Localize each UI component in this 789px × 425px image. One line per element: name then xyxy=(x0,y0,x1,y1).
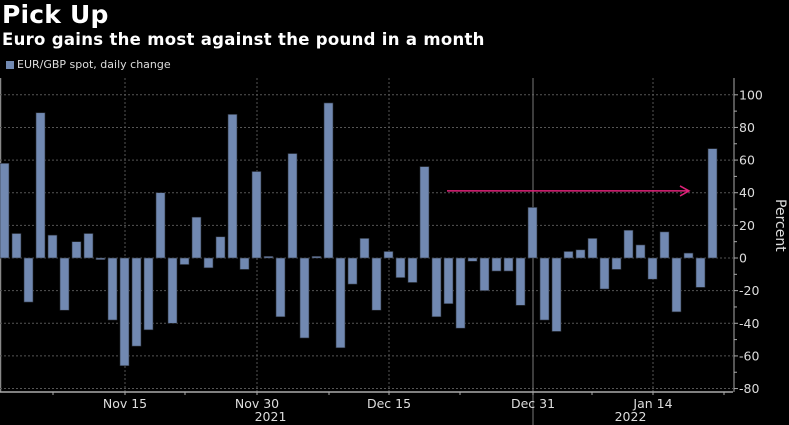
bar xyxy=(419,166,430,259)
bar xyxy=(455,257,466,329)
y-tick-label: 0 xyxy=(739,251,747,266)
x-year-label: 2021 xyxy=(255,409,287,424)
y-tick-label: 80 xyxy=(739,120,755,135)
bar xyxy=(323,102,334,259)
bar xyxy=(491,257,502,272)
y-tick-label: -40 xyxy=(739,316,759,331)
bar xyxy=(671,257,682,313)
bar xyxy=(599,257,610,290)
bar xyxy=(23,257,34,303)
bar xyxy=(215,236,226,259)
y-tick-label: -60 xyxy=(739,348,759,363)
bar xyxy=(203,257,214,269)
bar xyxy=(0,163,10,259)
bar xyxy=(107,257,118,321)
y-tick-label: 40 xyxy=(739,185,755,200)
y-tick-label: 60 xyxy=(739,153,755,168)
bar xyxy=(191,216,202,259)
y-tick-label: 100 xyxy=(739,87,763,102)
bar xyxy=(335,257,346,349)
legend-label: EUR/GBP spot, daily change xyxy=(17,58,171,71)
bar xyxy=(371,257,382,311)
x-tick-label: Dec 31 xyxy=(511,396,555,411)
x-tick-label: Nov 30 xyxy=(235,396,279,411)
x-tick-label: Jan 14 xyxy=(632,396,672,411)
bar xyxy=(695,257,706,288)
bar xyxy=(11,233,22,259)
bar xyxy=(707,148,718,259)
bar xyxy=(143,257,154,331)
y-tick-label: 20 xyxy=(739,218,755,233)
legend-swatch xyxy=(6,60,14,69)
bar xyxy=(431,257,442,318)
x-tick-label: Nov 15 xyxy=(103,396,147,411)
bar xyxy=(155,192,166,259)
bar xyxy=(299,257,310,339)
bar xyxy=(95,257,106,260)
bar xyxy=(227,114,238,259)
bar xyxy=(35,112,46,259)
annotation-arrow-head-icon xyxy=(679,185,691,197)
y-tick-label: -80 xyxy=(739,381,759,396)
bar xyxy=(275,257,286,318)
x-tick-label: Dec 15 xyxy=(367,396,411,411)
y-tick-label: -20 xyxy=(739,283,759,298)
bar xyxy=(503,257,514,272)
bar xyxy=(443,257,454,304)
bar xyxy=(131,257,142,347)
bar xyxy=(467,257,478,262)
chart-subtitle: Euro gains the most against the pound in… xyxy=(2,30,485,49)
bar xyxy=(635,244,646,259)
bar xyxy=(647,257,658,280)
bar xyxy=(347,257,358,285)
bar xyxy=(179,257,190,265)
bar xyxy=(623,229,634,259)
bar xyxy=(287,153,298,259)
bar xyxy=(551,257,562,332)
y-axis-title: Percent xyxy=(772,199,788,252)
chart-title: Pick Up xyxy=(2,0,109,29)
bar xyxy=(479,257,490,291)
bar xyxy=(683,252,694,259)
bar xyxy=(359,238,370,259)
bar xyxy=(395,257,406,278)
bar xyxy=(167,257,178,324)
bar xyxy=(59,257,70,311)
bar xyxy=(563,251,574,259)
legend: EUR/GBP spot, daily change xyxy=(6,58,171,71)
bar xyxy=(539,257,550,321)
x-year-label: 2022 xyxy=(615,409,647,424)
bar xyxy=(263,256,274,259)
bar xyxy=(407,257,418,283)
bar xyxy=(587,238,598,259)
bar xyxy=(239,257,250,270)
bar xyxy=(527,207,538,259)
bar xyxy=(47,234,58,259)
bar xyxy=(611,257,622,270)
bar xyxy=(251,171,262,259)
bar xyxy=(71,241,82,259)
bar xyxy=(119,257,130,367)
bar xyxy=(311,256,322,259)
bar xyxy=(383,251,394,259)
bar xyxy=(659,231,670,259)
bar xyxy=(83,233,94,259)
bar xyxy=(575,249,586,259)
bar xyxy=(515,257,526,306)
